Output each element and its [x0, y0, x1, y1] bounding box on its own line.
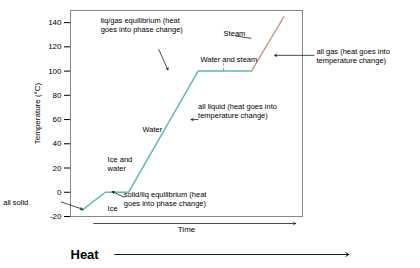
- svg-text:Heat: Heat: [71, 247, 100, 262]
- svg-text:-20: -20: [50, 212, 62, 221]
- svg-text:120: 120: [48, 42, 62, 51]
- svg-text:all gas (heat goes intotempera: all gas (heat goes intotemperature chang…: [316, 47, 389, 65]
- svg-text:Water: Water: [142, 125, 162, 134]
- svg-text:0: 0: [57, 188, 62, 197]
- svg-text:Ice andwater: Ice andwater: [107, 155, 133, 173]
- svg-text:80: 80: [53, 91, 62, 100]
- svg-text:100: 100: [48, 67, 62, 76]
- svg-text:all solid: all solid: [3, 198, 28, 207]
- svg-text:liq/gas equilibrium (heatgoes: liq/gas equilibrium (heatgoes into phase…: [101, 16, 184, 34]
- svg-text:all liquid (heat goes intotemp: all liquid (heat goes intotemperature ch…: [198, 102, 277, 120]
- svg-text:40: 40: [53, 139, 62, 148]
- svg-text:Water and steam: Water and steam: [200, 55, 257, 64]
- svg-text:20: 20: [53, 164, 62, 173]
- svg-text:Steam: Steam: [224, 29, 246, 38]
- svg-text:60: 60: [53, 115, 62, 124]
- svg-text:Temperature (°C): Temperature (°C): [33, 82, 42, 144]
- svg-text:solid/liq equilibrium (heatgoe: solid/liq equilibrium (heatgoes into pha…: [124, 190, 207, 208]
- svg-text:140: 140: [48, 18, 62, 27]
- svg-text:Ice: Ice: [108, 204, 118, 213]
- svg-text:Time: Time: [178, 225, 196, 234]
